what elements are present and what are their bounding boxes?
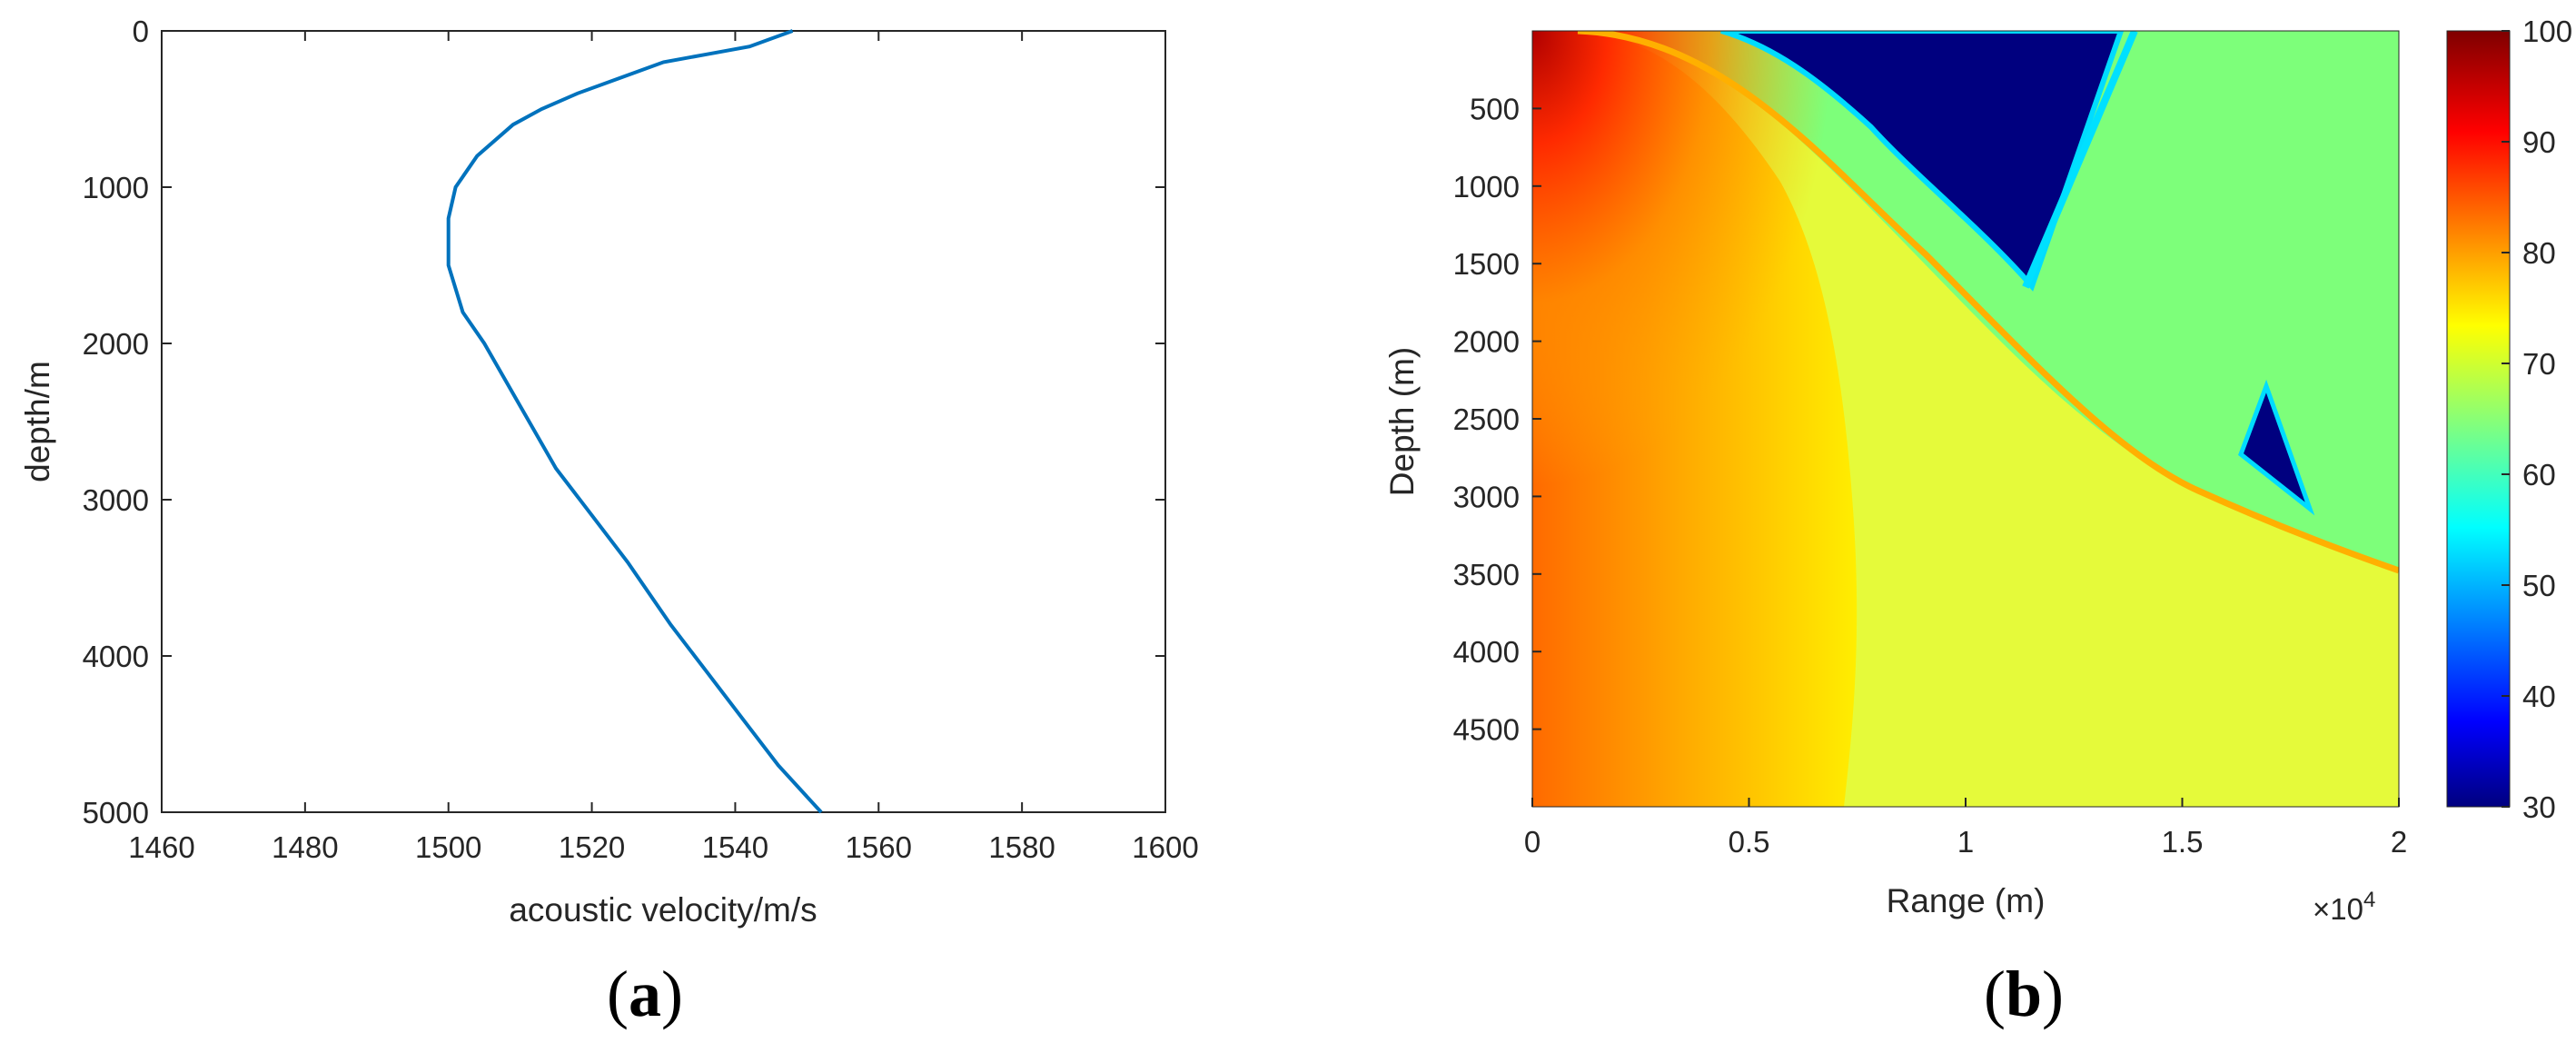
chart-b-ytick-label: 500: [1470, 92, 1520, 125]
chart-b-ytick-label: 3000: [1453, 480, 1520, 513]
chart-b-colorbar-tick-label: 90: [2522, 125, 2556, 159]
chart-a-xtick-label: 1460: [128, 830, 194, 864]
chart-b-ytick-label: 3500: [1453, 558, 1520, 591]
chart-b-colorbar-tick-label: 40: [2522, 680, 2556, 713]
chart-a-xtick-label: 1600: [1132, 830, 1198, 864]
chart-b-ytick-label: 4500: [1453, 713, 1520, 747]
chart-a-xtick-label: 1480: [272, 830, 338, 864]
chart-a-plot-area: [161, 30, 1166, 813]
chart-b-ytick-label: 4000: [1453, 635, 1520, 669]
chart-a-xtick-label: 1580: [988, 830, 1055, 864]
chart-b-ytick-label: 2500: [1453, 402, 1520, 436]
chart-a-panel-label: (a): [607, 958, 683, 1030]
chart-a-xtick-label: 1560: [846, 830, 912, 864]
chart-a-ylabel: depth/m: [19, 361, 56, 482]
chart-b-colorbar-tick-label: 30: [2522, 790, 2556, 824]
chart-a-xtick-label: 1520: [559, 830, 625, 864]
chart-a-ytick-label: 3000: [83, 483, 149, 517]
chart-a-ytick-label: 4000: [83, 640, 149, 673]
chart-b-ytick-label: 1500: [1453, 247, 1520, 281]
chart-b-colorbar-tick-label: 70: [2522, 347, 2556, 381]
chart-b-panel-label: (b): [1984, 958, 2064, 1030]
chart-b-xtick-label: 0: [1524, 825, 1541, 859]
chart-b-colorbar-tick-label: 100: [2522, 15, 2572, 48]
chart-b-x-exponent: ×104: [2313, 888, 2375, 926]
chart-a-ytick-label: 1000: [83, 171, 149, 204]
chart-a-ytick-label: 0: [133, 15, 149, 48]
chart-b-xtick-label: 1: [1957, 825, 1974, 859]
chart-b-region-shadow-zone: [1720, 31, 2125, 292]
chart-b-region-hot-spot: [1532, 31, 1832, 485]
chart-a-ytick-label: 2000: [83, 327, 149, 361]
chart-b-xtick-label: 2: [2391, 825, 2407, 859]
chart-a-panel-letter: a: [629, 958, 661, 1030]
chart-b-colorbar-tick-label: 60: [2522, 458, 2556, 492]
chart-a-xtick-label: 1540: [702, 830, 768, 864]
chart-b-ticks: 0 0.5 1 1.5 25001000150020002500300035004000…: [1453, 92, 2408, 859]
chart-a-xtick-label: 1500: [415, 830, 481, 864]
panel-a: 1460 1480 1500 1520 1540 1560 1580 1600 0 1000 200…: [19, 15, 1199, 1030]
chart-a-ticks: 1460 1480 1500 1520 1540 1560 1580 1600 0 1000 200…: [83, 15, 1199, 864]
chart-b-region-second-shadow: [2238, 379, 2315, 516]
chart-b-colorbar-ticks: 30 40 50 60 70 80 90 100: [2502, 15, 2572, 824]
panel-b: 0 0.5 1 1.5 25001000150020002500300035004000…: [1383, 15, 2572, 1030]
chart-b-colorbar: [2446, 30, 2511, 808]
chart-a-xlabel: acoustic velocity/m/s: [509, 891, 817, 929]
chart-b-x-exponent-base: ×10: [2313, 892, 2363, 926]
chart-b-boundary-line: [2022, 31, 2138, 289]
chart-a-ytick-label: 5000: [83, 796, 149, 829]
chart-b-caustic-edge: [1577, 31, 2399, 574]
chart-b-ytick-label: 2000: [1453, 325, 1520, 359]
chart-b-xtick-label: 0.5: [1729, 825, 1770, 859]
chart-b-panel-letter: b: [2006, 958, 2042, 1030]
chart-b-xtick-label: 1.5: [2162, 825, 2204, 859]
chart-b-ytick-label: 1000: [1453, 170, 1520, 204]
chart-b-ylabel: Depth (m): [1383, 347, 1421, 496]
chart-b-colorbar-tick-label: 80: [2522, 236, 2556, 270]
chart-b-heatmap: [1532, 31, 2399, 807]
chart-a-velocity-line: [446, 29, 823, 814]
chart-b-x-exponent-power: 4: [2363, 888, 2375, 912]
chart-b-colorbar-tick-label: 50: [2522, 569, 2556, 602]
chart-b-xlabel: Range (m): [1887, 882, 2046, 919]
